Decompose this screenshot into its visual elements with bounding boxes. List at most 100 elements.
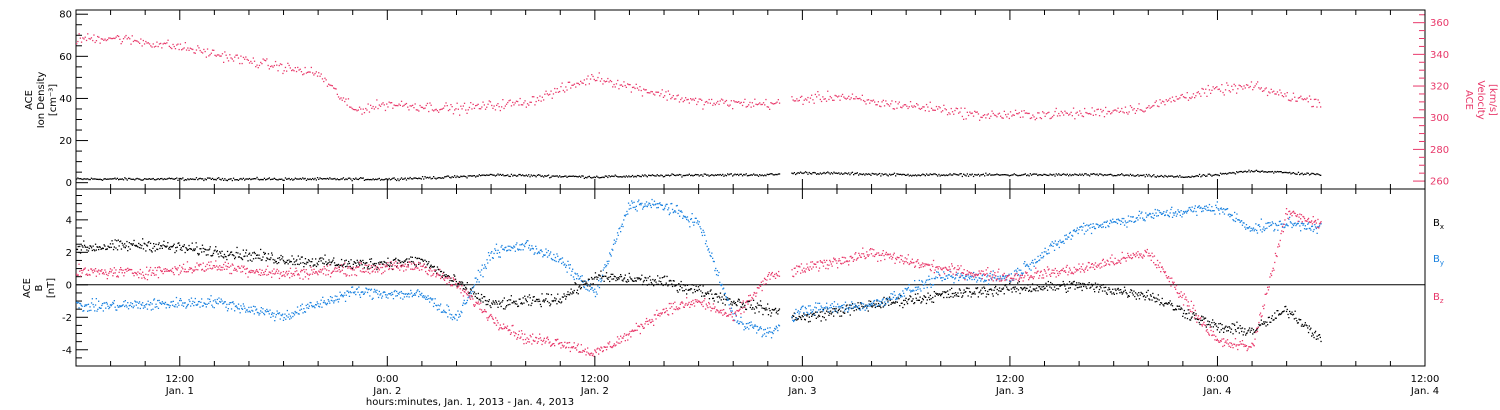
by-point (267, 310, 269, 312)
by-point (379, 294, 381, 296)
bx-point (327, 262, 329, 264)
velocity-point (366, 109, 368, 111)
by-point (1083, 222, 1085, 224)
bx-point (634, 280, 637, 282)
velocity-point (1065, 112, 1067, 114)
bx-point (1032, 288, 1034, 290)
bx-point (99, 246, 101, 248)
bx-point (742, 302, 744, 304)
density-point (526, 175, 529, 177)
density-point (1033, 173, 1035, 175)
velocity-point (342, 97, 345, 99)
velocity-point (613, 83, 615, 86)
density-point (127, 177, 130, 180)
velocity-point (1029, 117, 1031, 120)
by-point (300, 308, 303, 310)
velocity-point (822, 96, 824, 98)
bx-point (355, 262, 357, 264)
bx-point (332, 259, 334, 261)
bx-point (1174, 309, 1176, 311)
velocity-point (807, 96, 809, 99)
velocity-point (334, 87, 336, 90)
velocity-point (937, 108, 939, 110)
by-point (453, 316, 455, 318)
by-point (668, 207, 670, 209)
velocity-point (121, 41, 123, 43)
by-point (1072, 235, 1074, 237)
density-point (660, 174, 662, 176)
bx-point (172, 245, 174, 247)
density-point (1048, 174, 1050, 177)
bx-point (453, 274, 455, 276)
by-point (1052, 245, 1054, 247)
density-point (1053, 173, 1055, 176)
velocity-point (1085, 111, 1087, 114)
bx-point (506, 305, 508, 307)
density-point (1133, 175, 1135, 177)
velocity-point (367, 103, 369, 105)
density-point (633, 176, 635, 178)
velocity-point (1192, 93, 1195, 95)
velocity-point (908, 106, 910, 108)
bx-point (282, 256, 284, 258)
bx-point (266, 257, 268, 259)
velocity-point (557, 91, 560, 93)
by-point (412, 294, 414, 296)
density-point (693, 174, 695, 176)
density-point (260, 178, 262, 181)
density-point (409, 176, 411, 179)
bx-point (912, 298, 914, 300)
by-point (204, 302, 206, 305)
by-point (651, 198, 653, 201)
velocity-point (895, 101, 897, 103)
by-point (393, 290, 395, 293)
velocity-point (544, 93, 546, 95)
density-point (445, 176, 447, 178)
by-point (114, 306, 116, 308)
by-point (899, 293, 901, 295)
bx-point (498, 300, 500, 302)
density-axis-label-line1: ACE (24, 90, 35, 110)
by-point (213, 307, 215, 309)
bx-point (425, 266, 427, 268)
velocity-point (958, 112, 960, 114)
by-point (972, 275, 974, 278)
velocity-point (1053, 114, 1055, 116)
density-point (1316, 173, 1318, 175)
by-point (388, 293, 390, 295)
bx-point (699, 284, 701, 287)
density-point (659, 175, 661, 177)
bx-point (179, 248, 182, 251)
bx-point (1149, 294, 1152, 296)
bx-point (994, 287, 996, 289)
density-point (151, 178, 153, 180)
by-point (100, 307, 102, 309)
bx-point (1173, 309, 1175, 311)
velocity-point (845, 98, 847, 100)
density-point (1076, 174, 1078, 176)
velocity-point (315, 71, 317, 73)
velocity-point (1126, 111, 1128, 114)
velocity-point (134, 39, 136, 42)
bx-point (464, 288, 466, 290)
by-point (325, 303, 327, 305)
by-point (101, 304, 103, 307)
bx-point (637, 278, 639, 280)
by-point (495, 243, 498, 245)
density-axis-label-line3: [cm⁻³] (48, 84, 59, 116)
by-point (983, 281, 985, 283)
by-point (763, 329, 765, 331)
density-point (1126, 174, 1128, 176)
bx-point (701, 295, 703, 297)
density-point (436, 177, 438, 179)
density-point (902, 173, 904, 175)
density-point (295, 178, 298, 180)
by-point (842, 307, 844, 309)
by-point (951, 275, 953, 277)
velocity-point (1232, 89, 1234, 91)
density-point (694, 173, 697, 176)
by-point (389, 292, 391, 295)
by-point (543, 254, 545, 256)
by-point (337, 301, 340, 303)
bx-point (1094, 282, 1097, 284)
